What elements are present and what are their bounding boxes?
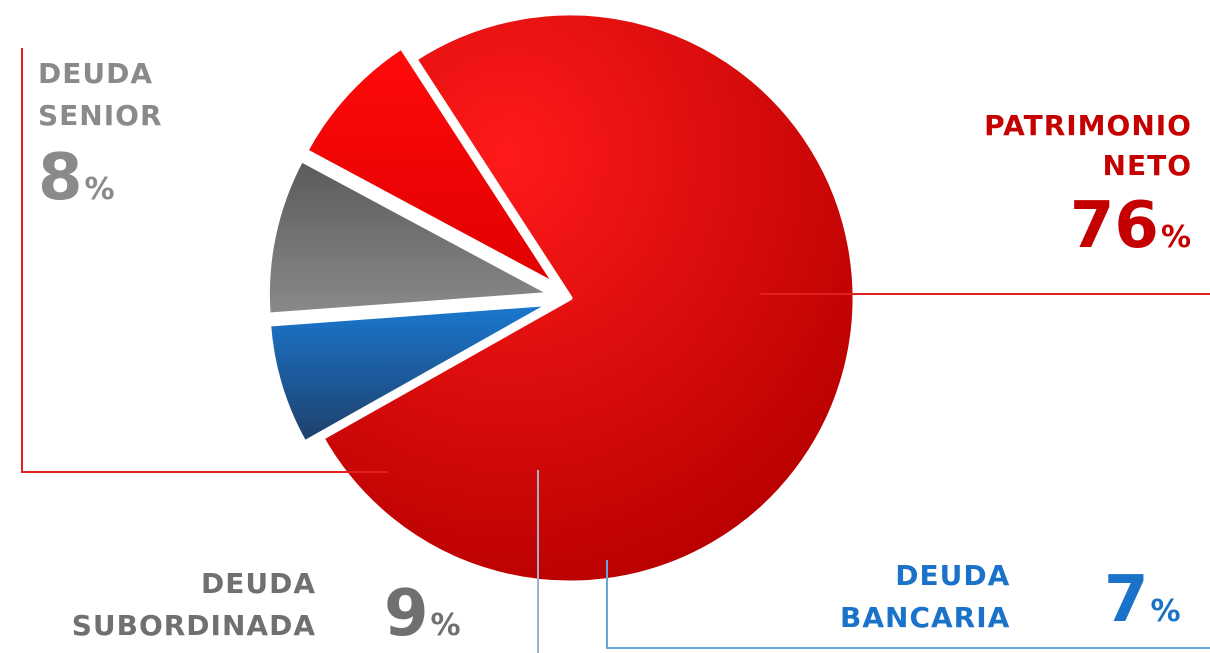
label-deuda-senior: DEUDA SENIOR 8% xyxy=(38,57,163,211)
pct-value: 76 xyxy=(1069,189,1159,263)
slice-patrimonio-neto xyxy=(319,10,858,586)
slice-deuda-senior xyxy=(303,44,560,289)
label-deuda-subordinada: DEUDA SUBORDINADA xyxy=(60,570,316,640)
label-name-line-2: SUBORDINADA xyxy=(71,609,316,642)
leader-line-deuda-bancaria xyxy=(606,560,1210,649)
label-name-line-1: PATRIMONIO xyxy=(984,109,1192,142)
pct-unit: % xyxy=(1160,220,1192,255)
label-name-line-2: BANCARIA xyxy=(840,601,1011,634)
label-patrimonio-neto: PATRIMONIO NETO 76% xyxy=(930,109,1192,259)
pct-unit: % xyxy=(430,608,462,643)
pct-unit: % xyxy=(84,172,116,207)
pct-value: 7 xyxy=(1104,563,1149,637)
label-percentage-subordinada: 9% xyxy=(384,582,462,646)
label-deuda-bancaria: DEUDA BANCARIA xyxy=(840,562,1010,632)
pct-value: 9 xyxy=(384,577,429,651)
slice-deuda-bancaria xyxy=(266,300,556,446)
label-name-line-1: DEUDA xyxy=(895,559,1011,592)
pct-value: 8 xyxy=(38,141,83,215)
label-name-line-2: NETO xyxy=(1102,149,1192,182)
label-percentage-bancaria: 7% xyxy=(1104,568,1182,632)
label-percentage: 76% xyxy=(930,194,1192,258)
pct-unit: % xyxy=(1150,594,1182,629)
slice-deuda-subordinada xyxy=(264,157,555,318)
label-name-line-2: SENIOR xyxy=(38,99,163,132)
leader-line-deuda-senior xyxy=(21,48,388,473)
label-percentage: 8% xyxy=(38,146,163,210)
label-name-line-1: DEUDA xyxy=(200,567,316,600)
label-name-line-1: DEUDA xyxy=(38,57,154,90)
